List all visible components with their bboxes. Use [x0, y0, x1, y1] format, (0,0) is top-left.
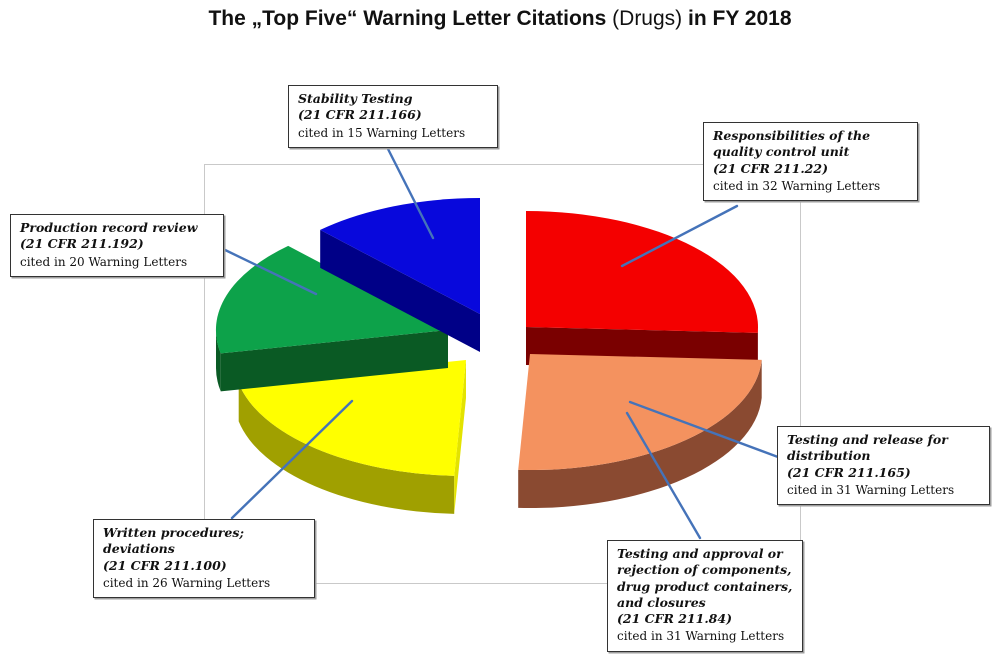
- callout-count: cited in 31 Warning Letters: [787, 482, 955, 497]
- callout-label: Written procedures; deviations: [103, 525, 244, 557]
- leader-line-1: [620, 204, 739, 268]
- callout-label: Testing and release for distribution: [787, 432, 948, 464]
- callout-testing-release-distribution: Testing and release for distribution (21…: [777, 426, 990, 506]
- callout-citation: (21 CFR 211.84): [617, 611, 732, 626]
- leader-line-0: [385, 145, 435, 240]
- leader-line-3: [230, 399, 354, 520]
- callout-citation: (21 CFR 211.100): [103, 557, 227, 573]
- callout-citation: (21 CFR 211.22): [713, 160, 828, 176]
- callout-label: Testing and approval or rejection of com…: [617, 546, 793, 610]
- callout-responsibilities-quality-control-unit: Responsibilities of the quality control …: [703, 122, 918, 202]
- leader-line-2: [219, 246, 318, 296]
- callout-stability-testing: Stability Testing (21 CFR 211.166) cited…: [288, 85, 498, 149]
- callout-count: cited in 15 Warning Letters: [298, 125, 466, 140]
- callout-production-record-review: Production record review (21 CFR 211.192…: [10, 214, 224, 278]
- pie-slice-3-cut-face: [220, 330, 448, 392]
- pie-slice-0-top: [526, 211, 759, 333]
- chart-title: The „Top Five“ Warning Letter Citations …: [0, 7, 1000, 31]
- leader-line-4: [625, 411, 702, 540]
- callout-label: Responsibilities of the quality control …: [713, 128, 871, 160]
- pie-slice-1-top: [518, 354, 762, 471]
- pie-slice-4-top: [320, 197, 480, 314]
- callout-count: cited in 31 Warning Letters: [617, 629, 785, 644]
- callout-count: cited in 32 Warning Letters: [713, 178, 881, 193]
- callout-label: Stability Testing: [298, 91, 413, 106]
- callout-count: cited in 20 Warning Letters: [20, 254, 188, 269]
- pie-slice-3-rim: [215, 330, 221, 392]
- chart-title-main: The „Top Five“ Warning Letter Citations: [208, 7, 607, 30]
- pie-slice-4-cut-face: [320, 229, 480, 352]
- pie-slice-1-rim: [518, 359, 762, 509]
- plot-area-frame: [204, 164, 801, 584]
- callout-testing-approval-rejection: Testing and approval or rejection of com…: [607, 540, 803, 652]
- pie-slice-2-top: [238, 360, 466, 476]
- chart-title-year: in FY 2018: [688, 7, 792, 30]
- callout-count: cited in 26 Warning Letters: [103, 575, 271, 590]
- callout-written-procedures-deviations: Written procedures; deviations (21 CFR 2…: [93, 519, 315, 599]
- chart-title-drugs: (Drugs): [612, 7, 683, 30]
- pie-slice-2-rim: [238, 383, 455, 514]
- callout-citation: (21 CFR 211.192): [20, 236, 144, 252]
- callout-label: Production record review: [20, 220, 198, 235]
- callout-citation: (21 CFR 211.166): [298, 107, 422, 123]
- callout-citation: (21 CFR 211.165): [787, 464, 911, 480]
- pie-slice-2-cut-face: [454, 360, 466, 514]
- leader-line-5: [628, 400, 780, 459]
